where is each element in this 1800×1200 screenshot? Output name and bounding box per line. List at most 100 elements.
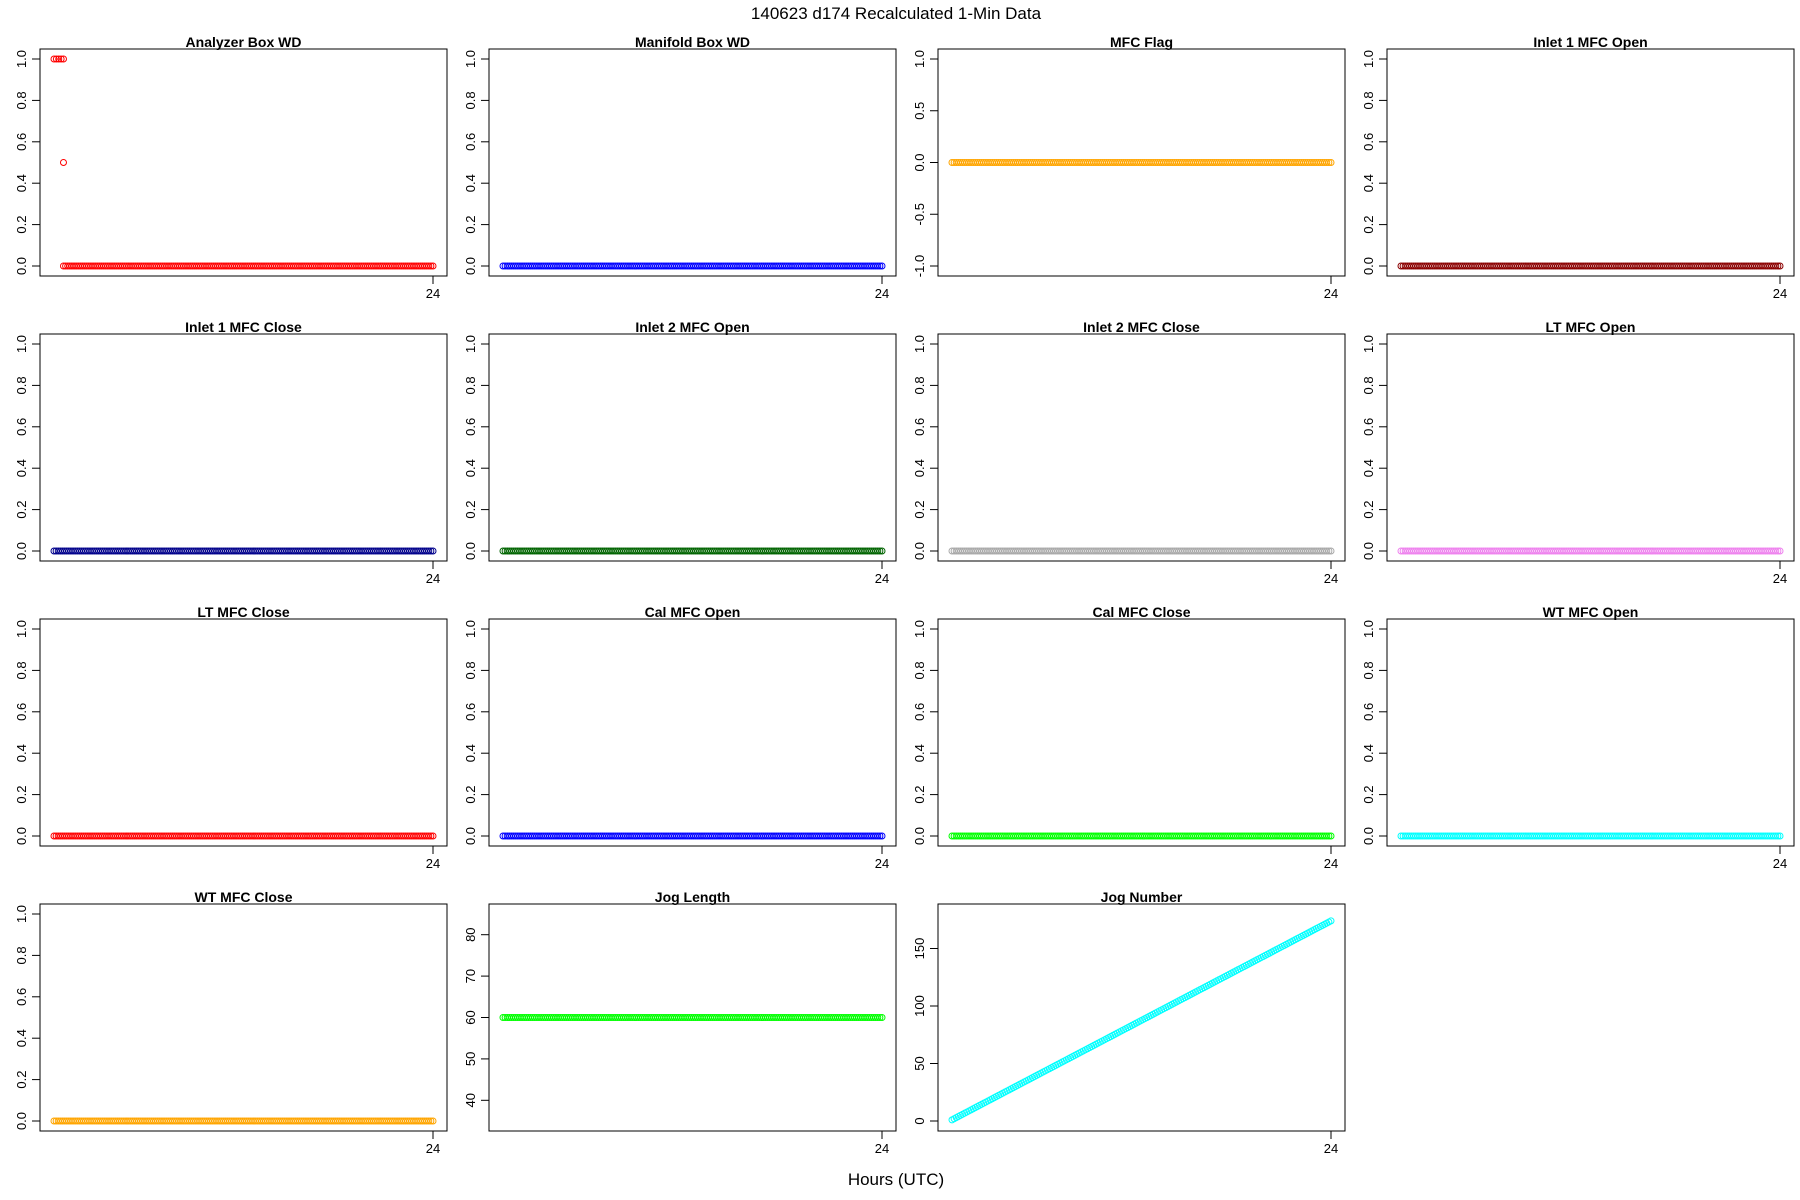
data-points bbox=[50, 55, 437, 270]
y-tick-label: 0.8 bbox=[463, 91, 478, 109]
y-tick-label: 0.0 bbox=[14, 257, 29, 275]
data-point bbox=[1323, 832, 1331, 840]
y-tick-label: 1.0 bbox=[1361, 335, 1376, 353]
y-tick-label: 0.2 bbox=[1361, 786, 1376, 804]
y-tick-label: 1.0 bbox=[463, 50, 478, 68]
panel: Analyzer Box WD 0.0 0.2 0.4 0.6 0.8 1.0 24 bbox=[14, 34, 448, 301]
y-tick-label: 0.2 bbox=[912, 501, 927, 519]
x-tick-label: 24 bbox=[1773, 286, 1787, 301]
y-tick-label: 0.4 bbox=[1361, 174, 1376, 192]
y-tick-label: 0.2 bbox=[463, 786, 478, 804]
data-point bbox=[427, 832, 435, 840]
x-tick-label: 24 bbox=[875, 1141, 889, 1156]
panel: WT MFC Close 0.0 0.2 0.4 0.6 0.8 1.0 24 bbox=[14, 889, 448, 1156]
data-points bbox=[50, 1117, 437, 1125]
y-tick-label: 50 bbox=[463, 1052, 478, 1066]
panel: Cal MFC Open 0.0 0.2 0.4 0.6 0.8 1.0 24 bbox=[463, 604, 897, 871]
y-tick-label: 1.0 bbox=[1361, 50, 1376, 68]
y-tick-label: 0.4 bbox=[14, 744, 29, 762]
x-tick-label: 24 bbox=[875, 286, 889, 301]
panel: Inlet 1 MFC Close 0.0 0.2 0.4 0.6 0.8 1.0 24 bbox=[14, 319, 448, 586]
data-points bbox=[948, 832, 1335, 840]
y-tick-label: 40 bbox=[463, 1093, 478, 1107]
data-point bbox=[1325, 159, 1333, 166]
y-tick-label: 0.4 bbox=[463, 459, 478, 477]
y-tick-label: 1.0 bbox=[912, 335, 927, 353]
y-tick-label: 1.0 bbox=[14, 50, 29, 68]
y-tick-label: 0.6 bbox=[912, 418, 927, 436]
y-tick-label: 0.5 bbox=[912, 102, 927, 120]
data-point bbox=[876, 262, 884, 270]
y-tick-label: 0.6 bbox=[1361, 418, 1376, 436]
data-point bbox=[876, 1014, 884, 1021]
y-tick-label: 0.8 bbox=[463, 661, 478, 679]
y-tick-label: 0.0 bbox=[1361, 827, 1376, 845]
x-tick-label: 24 bbox=[1324, 1141, 1338, 1156]
data-points bbox=[1397, 832, 1784, 840]
data-point bbox=[59, 55, 67, 63]
panel: Jog Length 40 50 60 70 80 24 bbox=[463, 889, 897, 1156]
panel: Inlet 2 MFC Open 0.0 0.2 0.4 0.6 0.8 1.0 24 bbox=[463, 319, 897, 586]
y-tick-label: 0.8 bbox=[912, 376, 927, 394]
y-tick-label: -0.5 bbox=[912, 203, 927, 225]
data-points bbox=[948, 547, 1335, 555]
x-tick-label: 24 bbox=[875, 571, 889, 586]
y-tick-label: 0.2 bbox=[14, 216, 29, 234]
y-tick-label: 0.6 bbox=[463, 133, 478, 151]
panel: Cal MFC Close 0.0 0.2 0.4 0.6 0.8 1.0 24 bbox=[912, 604, 1346, 871]
y-tick-label: 0.6 bbox=[14, 988, 29, 1006]
panel-title: LT MFC Close bbox=[197, 604, 290, 620]
y-tick-label: 0.4 bbox=[463, 744, 478, 762]
y-tick-label: 0.8 bbox=[14, 661, 29, 679]
data-points bbox=[499, 1014, 886, 1021]
panel-title: Inlet 1 MFC Close bbox=[185, 319, 302, 335]
y-tick-label: 1.0 bbox=[463, 335, 478, 353]
y-tick-label: 0.4 bbox=[912, 459, 927, 477]
x-tick-label: 24 bbox=[426, 286, 440, 301]
data-point bbox=[429, 1117, 437, 1125]
y-tick-label: 0.0 bbox=[463, 257, 478, 275]
data-point bbox=[874, 1014, 882, 1021]
y-tick-label: 0.2 bbox=[912, 786, 927, 804]
data-point bbox=[878, 262, 886, 270]
x-tick-label: 24 bbox=[1324, 856, 1338, 871]
y-tick-label: 0.4 bbox=[14, 459, 29, 477]
plot-frame bbox=[1386, 333, 1795, 562]
data-point bbox=[874, 832, 882, 840]
data-point bbox=[876, 547, 884, 555]
y-tick-label: 1.0 bbox=[14, 335, 29, 353]
y-tick-label: 0.0 bbox=[1361, 542, 1376, 560]
data-point bbox=[1772, 832, 1780, 840]
data-point bbox=[1774, 547, 1782, 555]
data-point bbox=[878, 832, 886, 840]
y-tick-label: 0.2 bbox=[14, 501, 29, 519]
y-tick-label: 0.0 bbox=[912, 153, 927, 171]
y-tick-label: 0.6 bbox=[912, 703, 927, 721]
y-tick-label: 0.2 bbox=[1361, 216, 1376, 234]
panel: LT MFC Close 0.0 0.2 0.4 0.6 0.8 1.0 24 bbox=[14, 604, 448, 871]
data-points bbox=[499, 262, 886, 270]
data-point bbox=[874, 547, 882, 555]
y-tick-label: 0.0 bbox=[912, 542, 927, 560]
y-tick-label: 1.0 bbox=[463, 620, 478, 638]
y-tick-label: 0.0 bbox=[14, 542, 29, 560]
data-point bbox=[57, 55, 65, 63]
y-tick-label: 0.8 bbox=[14, 91, 29, 109]
data-point bbox=[425, 832, 433, 840]
panel: LT MFC Open 0.0 0.2 0.4 0.6 0.8 1.0 24 bbox=[1361, 319, 1795, 586]
y-tick-label: 70 bbox=[463, 969, 478, 983]
data-point bbox=[427, 262, 435, 270]
data-point bbox=[1776, 832, 1784, 840]
y-tick-label: 1.0 bbox=[912, 50, 927, 68]
plot-frame bbox=[488, 618, 897, 847]
data-point bbox=[52, 55, 60, 63]
y-tick-label: 80 bbox=[463, 927, 478, 941]
data-point bbox=[429, 832, 437, 840]
y-tick-label: 0.8 bbox=[14, 946, 29, 964]
y-tick-label: 0.6 bbox=[14, 133, 29, 151]
y-tick-label: 0.4 bbox=[912, 744, 927, 762]
data-point bbox=[425, 547, 433, 555]
data-point bbox=[1327, 159, 1335, 166]
data-point bbox=[1327, 917, 1335, 925]
